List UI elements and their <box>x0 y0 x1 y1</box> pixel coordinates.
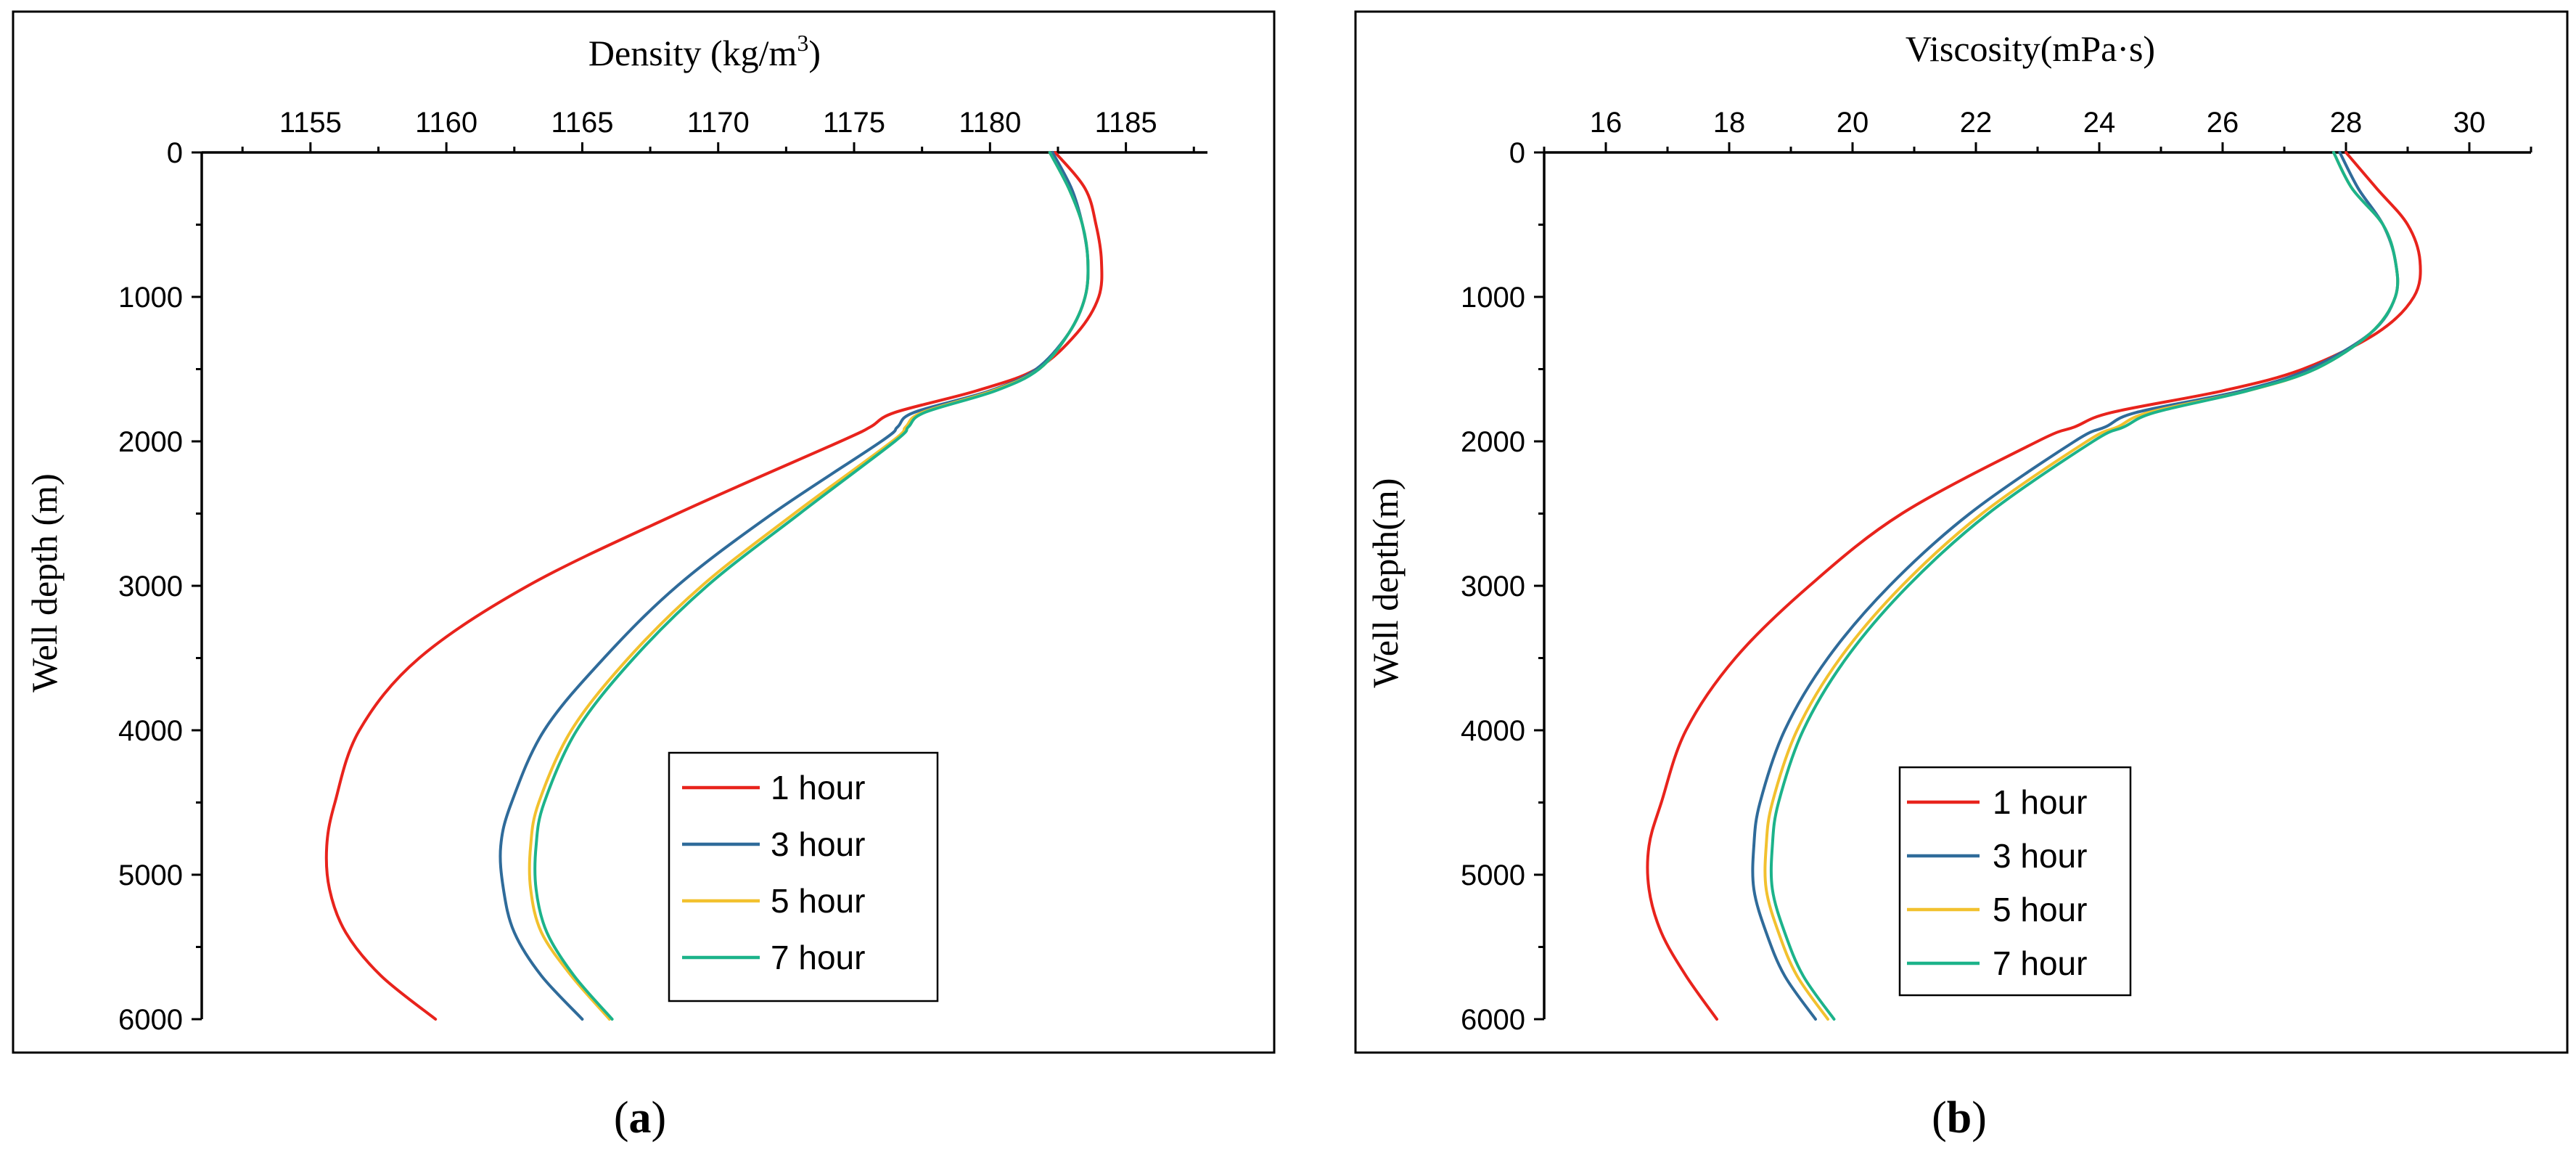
panel-b-x-tick-label: 24 <box>2083 107 2116 139</box>
panel-b-x-ticks: 16 18 20 22 24 26 28 30 <box>1543 107 2532 152</box>
panel-a-x-ticks: 1155 1160 1165 1170 1175 1180 1185 <box>241 107 1195 152</box>
panel-a-legend-label-5-hour: 5 hour <box>771 882 865 920</box>
panel-a-legend-label-3-hour: 3 hour <box>771 825 865 863</box>
panel-b-legend-box <box>1898 766 2132 997</box>
panel-a-series-line-1-hour <box>324 151 1104 1021</box>
panel-a-x-tick-label: 1155 <box>279 107 342 139</box>
panel-a-label: (a) <box>614 1093 666 1143</box>
panel-a-legend-label-1-hour: 1 hour <box>771 769 865 806</box>
panel-a-x-tick-label: 1170 <box>687 107 750 139</box>
panel-b-x-tick-label: 26 <box>2207 107 2239 139</box>
panel-a-x-tick-label: 1175 <box>823 107 885 139</box>
panel-a-y-tick-label: 1000 <box>118 282 183 314</box>
panel-b-series <box>1646 151 2422 1021</box>
panel-a-x-axis-title: Density (kg/m3) <box>588 30 821 73</box>
panel-a-legend: 1 hour 3 hour 5 hour 7 hour <box>668 751 939 1002</box>
panel-b-series-line-7-hour <box>1769 151 2400 1021</box>
panel-a-x-tick-label: 1160 <box>415 107 477 139</box>
panel-b-legend-label-3-hour: 3 hour <box>1993 837 2087 875</box>
chart-panel-a: Density (kg/m3) Well depth (m) 1155 1160 1… <box>12 10 1276 1143</box>
panel-b-x-tick-label: 28 <box>2330 107 2363 139</box>
panel-b-y-tick-label: 6000 <box>1461 1004 1525 1036</box>
panel-b-y-tick-label: 3000 <box>1461 571 1525 603</box>
panel-b-legend-label-5-hour: 5 hour <box>1993 891 2087 928</box>
panel-b-y-axis-title: Well depth(m) <box>1365 478 1406 688</box>
panel-b-y-tick-label: 4000 <box>1461 715 1525 747</box>
panel-a-x-tick-label: 1185 <box>1095 107 1157 139</box>
panel-b-x-axis-title: Viscosity(mPa·s) <box>1906 28 2155 69</box>
panel-b-x-tick-label: 16 <box>1590 107 1623 139</box>
panel-b-legend-label-1-hour: 1 hour <box>1993 783 2087 821</box>
panel-a-series-line-7-hour <box>533 151 1090 1021</box>
panel-b-y-tick-label: 2000 <box>1461 426 1525 458</box>
panel-a-frame <box>12 10 1276 1054</box>
panel-a-x-tick-label: 1180 <box>959 107 1021 139</box>
panel-b-label: (b) <box>1932 1093 1987 1143</box>
panel-a-y-tick-label: 3000 <box>118 571 183 603</box>
panel-a-legend-label-7-hour: 7 hour <box>771 939 865 976</box>
panel-a-y-ticks: 0 1000 2000 3000 4000 5000 6000 <box>118 137 202 1036</box>
panel-b-y-ticks: 0 1000 2000 3000 4000 5000 6000 <box>1461 137 1544 1036</box>
panel-a-y-tick-label: 2000 <box>118 426 183 458</box>
panel-b-series-line-1-hour <box>1646 151 2422 1021</box>
panel-a-series <box>324 151 1104 1021</box>
panel-b-legend-label-7-hour: 7 hour <box>1993 944 2087 982</box>
panel-a-y-axis-title: Well depth (m) <box>24 473 65 692</box>
panel-a-x-axis-title-superscript: 3 <box>797 30 808 56</box>
panel-b-legend: 1 hour 3 hour 5 hour 7 hour <box>1898 766 2132 997</box>
panel-b-x-tick-label: 18 <box>1713 107 1746 139</box>
panel-a-y-tick-label: 4000 <box>118 715 183 747</box>
panel-b-frame <box>1354 10 2569 1054</box>
panel-b-x-tick-label: 20 <box>1837 107 1869 139</box>
chart-panel-b: Viscosity(mPa·s) Well depth(m) 16 18 20 22 2… <box>1354 10 2569 1143</box>
panel-b-y-tick-label: 0 <box>1509 137 1525 169</box>
panel-b-y-tick-label: 5000 <box>1461 859 1525 891</box>
panel-a-legend-box <box>668 751 939 1002</box>
panel-a-y-tick-label: 6000 <box>118 1004 183 1036</box>
panel-b-x-tick-label: 30 <box>2453 107 2486 139</box>
panel-b-x-tick-label: 22 <box>1960 107 1993 139</box>
panel-a-x-tick-label: 1165 <box>551 107 613 139</box>
panel-a-x-axis-title-close: ) <box>808 33 821 73</box>
panel-a-y-tick-label: 0 <box>167 137 183 169</box>
panel-b-y-tick-label: 1000 <box>1461 282 1525 314</box>
panel-a-y-tick-label: 5000 <box>118 859 183 891</box>
